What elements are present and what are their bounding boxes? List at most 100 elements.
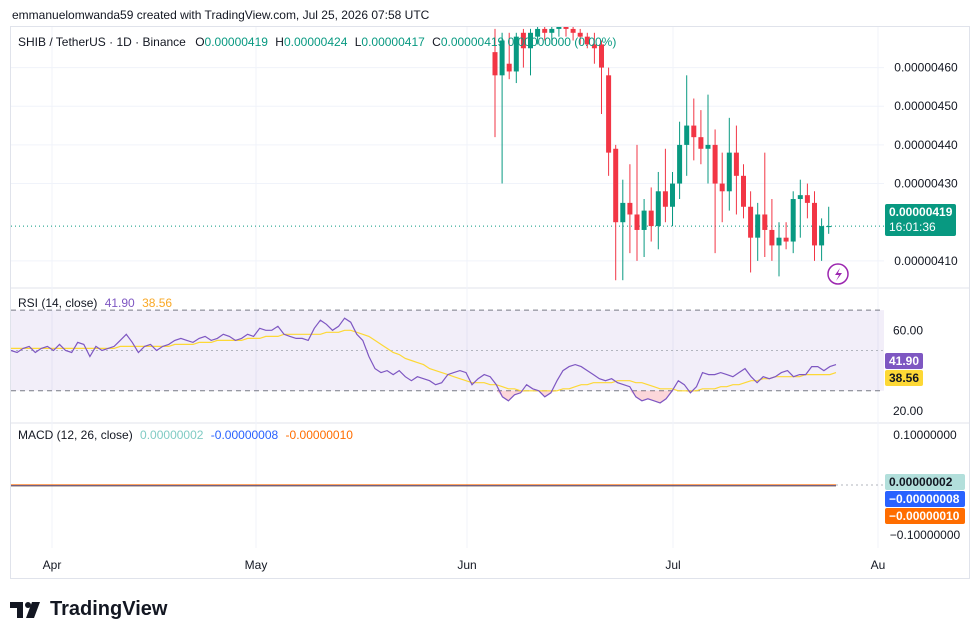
candle-body — [762, 214, 768, 230]
open-label: O — [195, 35, 205, 49]
candle — [641, 199, 647, 258]
candle — [776, 222, 782, 277]
candle-body — [606, 75, 612, 153]
candle — [535, 27, 541, 45]
rsi-ma-badge: 38.56 — [885, 370, 924, 386]
candle — [655, 171, 661, 250]
macd-legend[interactable]: MACD (12, 26, close) 0.00000002 -0.00000… — [18, 428, 353, 442]
candle-body — [776, 237, 782, 246]
candle — [783, 222, 789, 250]
candle — [670, 171, 675, 227]
macd-title: MACD (12, 26, close) — [18, 428, 133, 442]
candle-body — [677, 144, 683, 184]
candle-body — [577, 32, 583, 37]
candle — [627, 164, 633, 254]
candle — [705, 94, 711, 184]
candle — [620, 179, 626, 281]
candle-body — [599, 44, 604, 68]
macd-signal-value: -0.00000010 — [285, 428, 353, 442]
macd-hist-value: 0.00000002 — [140, 428, 204, 442]
price-legend[interactable]: SHIB / TetherUS · 1D · Binance O0.000004… — [18, 35, 616, 49]
rsi-value: 41.90 — [104, 296, 135, 310]
candle — [748, 191, 754, 273]
candle-body — [804, 195, 810, 203]
tradingview-logo-icon — [10, 601, 40, 618]
candle — [528, 28, 533, 76]
rsi-ma-line — [11, 329, 837, 392]
candle-body — [563, 27, 569, 29]
candle-body — [613, 148, 619, 223]
candle-body — [819, 226, 825, 246]
rsi-tick-label: 60.00 — [893, 323, 923, 337]
candle-body — [584, 36, 590, 45]
x-tick-label: May — [245, 558, 268, 572]
candle — [797, 179, 803, 238]
candle — [684, 75, 690, 176]
rsi-lines — [10, 317, 837, 404]
candle-body — [520, 32, 526, 49]
candle-body — [492, 52, 498, 76]
candle-body — [641, 210, 647, 230]
candle-body — [826, 226, 832, 228]
price-tick-label: 0.00000460 — [894, 61, 958, 75]
candle-body — [705, 144, 711, 149]
x-tick-label: Jun — [457, 558, 476, 572]
price-tick-label: 0.00000440 — [894, 138, 958, 152]
last-price-badge: 0.00000419 16:01:36 — [885, 204, 957, 236]
rsi-title: RSI (14, close) — [18, 296, 98, 310]
candle-body — [670, 183, 675, 207]
candle-body — [691, 125, 697, 138]
candle-body — [535, 28, 541, 37]
x-tick-label: Au — [871, 558, 886, 572]
candle — [677, 121, 683, 200]
candle — [812, 191, 817, 261]
candle — [662, 148, 668, 223]
candle-body — [570, 28, 576, 33]
rsi-oversold-fill — [629, 390, 673, 403]
candle — [790, 191, 796, 254]
candle-body — [627, 202, 633, 215]
candle — [719, 152, 725, 223]
candle — [556, 27, 562, 37]
candle-body — [712, 144, 718, 184]
candle — [819, 218, 825, 261]
candle — [584, 32, 590, 49]
candle-body — [634, 214, 640, 230]
candle — [712, 129, 718, 254]
macd-signal-badge: −0.00000010 — [885, 508, 965, 524]
macd-hist-badge: 0.00000002 — [885, 474, 965, 490]
candle-body — [655, 191, 661, 227]
macd-lines — [11, 484, 884, 487]
macd-tick-label: 0.10000000 — [893, 428, 957, 442]
candle-body — [556, 27, 562, 29]
candle — [570, 27, 576, 41]
low-value: 0.00000417 — [361, 35, 425, 49]
alert-icon[interactable] — [827, 263, 849, 285]
candle-body — [620, 202, 626, 223]
candle — [733, 125, 739, 215]
open-value: 0.00000419 — [204, 35, 268, 49]
candle-body — [719, 183, 725, 192]
rsi-oversold-fill — [496, 390, 527, 401]
candle-body — [769, 229, 775, 246]
chart-caption: emmanuelomwanda59 created with TradingVi… — [12, 8, 430, 22]
symbol-label: SHIB / TetherUS · 1D · Binance — [18, 35, 186, 49]
price-tick-label: 0.00000450 — [894, 99, 958, 113]
candle-body — [684, 125, 690, 145]
candle — [769, 199, 775, 261]
candle-body — [662, 191, 668, 207]
candle — [606, 67, 612, 176]
change-value: 0.00000000 (0.00%) — [507, 35, 617, 49]
candle — [492, 28, 498, 138]
rsi-tick-label: 20.00 — [893, 404, 923, 418]
candle — [542, 27, 548, 41]
candle — [506, 32, 512, 80]
chart-frame[interactable] — [10, 26, 970, 579]
candle — [520, 28, 526, 68]
tradingview-logo[interactable]: TradingView — [10, 598, 167, 621]
rsi-legend[interactable]: RSI (14, close) 41.90 38.56 — [18, 296, 172, 310]
candle — [591, 32, 597, 64]
candle-body — [741, 175, 746, 207]
candle — [599, 40, 604, 114]
